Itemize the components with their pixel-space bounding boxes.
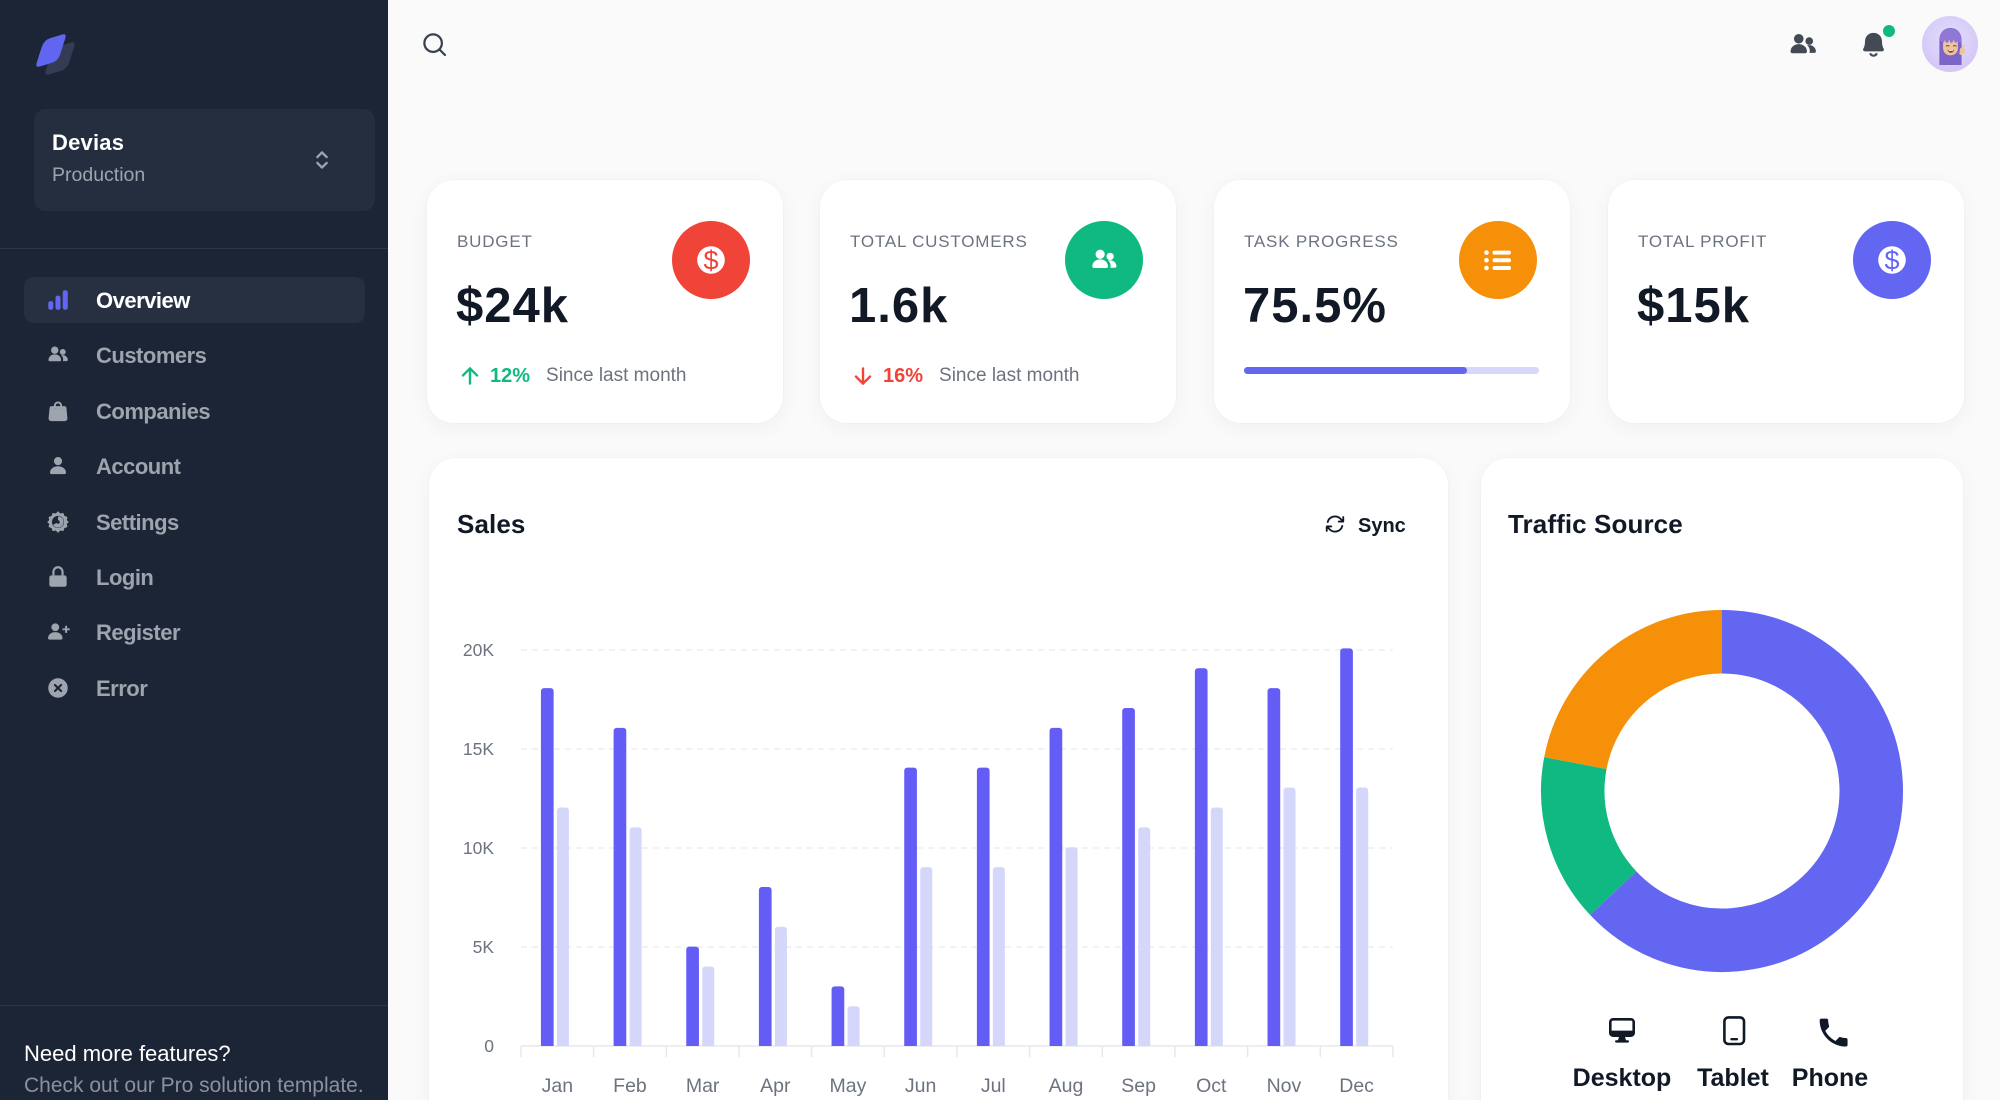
svg-text:Apr: Apr <box>760 1075 791 1097</box>
svg-text:Jan: Jan <box>542 1075 573 1097</box>
svg-text:May: May <box>830 1075 867 1097</box>
svg-text:Dec: Dec <box>1339 1075 1374 1097</box>
svg-text:$: $ <box>703 246 718 276</box>
svg-text:Mar: Mar <box>686 1075 720 1097</box>
svg-text:15K: 15K <box>463 739 494 759</box>
svg-text:20K: 20K <box>463 640 494 660</box>
svg-text:Phone: Phone <box>1792 1064 1868 1092</box>
svg-text:0: 0 <box>484 1036 494 1056</box>
svg-text:Tablet: Tablet <box>1697 1064 1769 1092</box>
svg-text:$: $ <box>1884 246 1899 276</box>
svg-text:10K: 10K <box>463 838 494 858</box>
svg-text:Sep: Sep <box>1121 1075 1156 1097</box>
svg-text:Jul: Jul <box>981 1075 1006 1097</box>
svg-text:Desktop: Desktop <box>1573 1064 1672 1092</box>
svg-text:Oct: Oct <box>1196 1075 1227 1097</box>
svg-text:Jun: Jun <box>905 1075 936 1097</box>
svg-text:5K: 5K <box>473 937 495 957</box>
svg-text:Aug: Aug <box>1049 1075 1084 1097</box>
svg-text:Nov: Nov <box>1267 1075 1302 1097</box>
svg-text:Feb: Feb <box>613 1075 647 1097</box>
